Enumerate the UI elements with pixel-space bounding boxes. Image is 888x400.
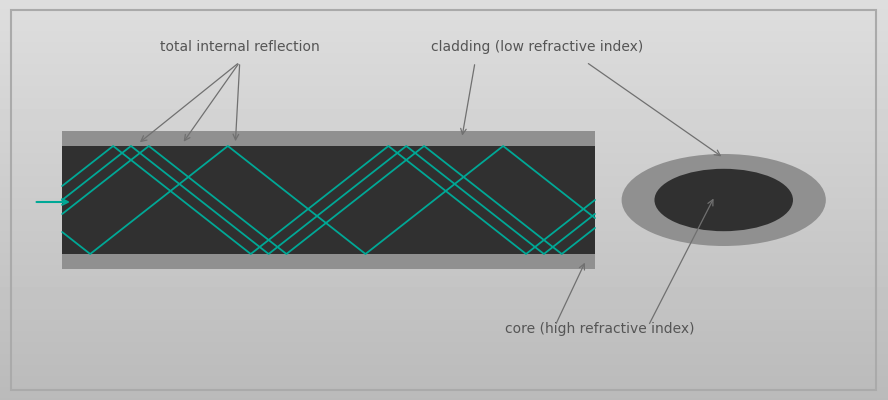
- Bar: [62, 131, 595, 269]
- Text: core (high refractive index): core (high refractive index): [504, 322, 694, 336]
- Bar: [62, 146, 595, 254]
- Circle shape: [622, 154, 826, 246]
- Circle shape: [654, 169, 793, 231]
- Text: total internal reflection: total internal reflection: [160, 40, 320, 54]
- Text: cladding (low refractive index): cladding (low refractive index): [431, 40, 644, 54]
